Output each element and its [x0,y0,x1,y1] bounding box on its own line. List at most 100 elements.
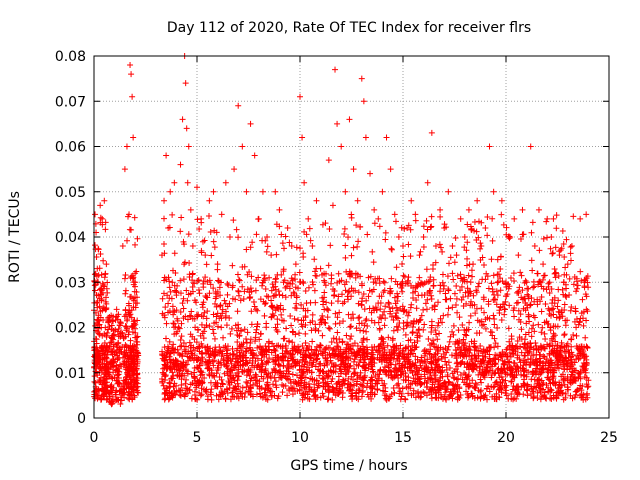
data-point [380,355,387,362]
data-point [573,324,580,331]
data-point [179,300,186,307]
data-point [485,383,492,390]
data-point [358,75,365,82]
data-point [94,299,101,306]
data-point [482,325,489,332]
data-point [268,313,275,320]
data-point [253,231,260,238]
data-point [435,299,442,306]
data-point [133,288,140,295]
data-point [506,343,513,350]
data-point [159,295,166,302]
data-point [428,360,435,367]
data-point [127,392,134,399]
data-point [180,276,187,283]
data-point [473,348,480,355]
data-point [430,276,437,283]
data-point [562,394,569,401]
data-point [323,372,330,379]
data-point [493,301,500,308]
data-point [513,368,520,375]
data-point [533,384,540,391]
data-point [443,296,450,303]
data-point [258,363,265,370]
data-point [368,356,375,363]
data-point [263,320,270,327]
data-point [495,370,502,377]
data-point [206,197,213,204]
data-point [299,396,306,403]
data-point [478,379,485,386]
data-point [544,366,551,373]
data-point [574,345,581,352]
data-point [91,242,98,249]
data-point [345,296,352,303]
data-point [412,394,419,401]
data-point [443,349,450,356]
data-point [327,242,334,249]
data-point [174,328,181,335]
data-point [522,277,529,284]
data-point [480,262,487,269]
data-point [331,288,338,295]
data-point [556,252,563,259]
data-point [486,351,493,358]
data-point [428,354,435,361]
data-point [190,280,197,287]
data-point [173,288,180,295]
data-point [192,324,199,331]
data-point [315,382,322,389]
data-point [161,215,168,222]
data-point [520,357,527,364]
data-point [504,359,511,366]
data-point [405,309,412,316]
data-point [168,347,175,354]
data-point [110,313,117,320]
data-point [580,348,587,355]
data-point [293,360,300,367]
data-point [468,353,475,360]
data-point [537,396,544,403]
data-point [237,355,244,362]
data-point [134,360,141,367]
data-point [489,215,496,222]
data-point [490,312,497,319]
data-point [271,374,278,381]
data-point [475,371,482,378]
data-point [447,295,454,302]
data-point [172,361,179,368]
data-point [167,188,174,195]
data-point [542,300,549,307]
data-point [281,335,288,342]
data-point [548,348,555,355]
data-point [460,293,467,300]
data-point [170,320,177,327]
data-point [365,293,372,300]
data-point [348,214,355,221]
data-point [534,359,541,366]
data-point [198,321,205,328]
data-point [344,365,351,372]
data-point [325,262,332,269]
data-point [134,235,141,242]
data-point [92,352,99,359]
data-point [223,362,230,369]
data-point [163,320,170,327]
data-point [339,338,346,345]
data-point [583,211,590,218]
data-point [299,369,306,376]
data-point [301,228,308,235]
data-point [325,395,332,402]
data-point [105,345,112,352]
data-point [173,382,180,389]
data-point [311,256,318,263]
data-point [227,396,234,403]
data-point [200,335,207,342]
data-point [496,374,503,381]
data-point [480,294,487,301]
data-point [288,322,295,329]
data-point [104,379,111,386]
data-point [261,312,268,319]
data-point [363,344,370,351]
data-point [336,387,343,394]
